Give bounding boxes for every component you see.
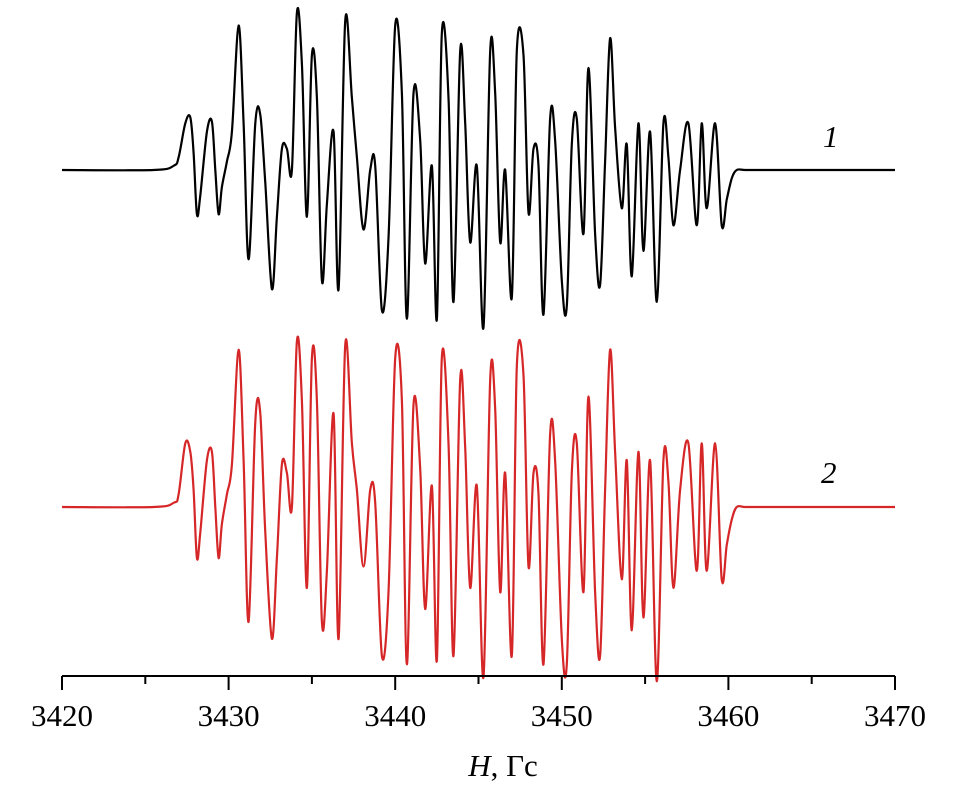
x-axis-label-symbol: H — [467, 748, 492, 783]
x-axis-label-unit: , Гс — [491, 748, 538, 783]
x-tick-label: 3460 — [697, 698, 759, 733]
x-tick-label: 3470 — [864, 698, 926, 733]
x-tick-label: 3450 — [531, 698, 593, 733]
x-tick-label: 3420 — [31, 698, 93, 733]
plot-area — [61, 6, 896, 683]
spectrum-trace-1 — [61, 6, 895, 330]
spectrum-trace-2 — [61, 335, 896, 683]
series-label-1: 1 — [823, 119, 839, 154]
x-axis: 3420 3430 3440 3450 3460 3470 — [31, 675, 926, 733]
x-axis-label: H, Гс — [467, 748, 538, 783]
x-tick-label: 3440 — [364, 698, 426, 733]
x-tick-label: 3430 — [198, 698, 260, 733]
series-label-2: 2 — [821, 455, 837, 490]
